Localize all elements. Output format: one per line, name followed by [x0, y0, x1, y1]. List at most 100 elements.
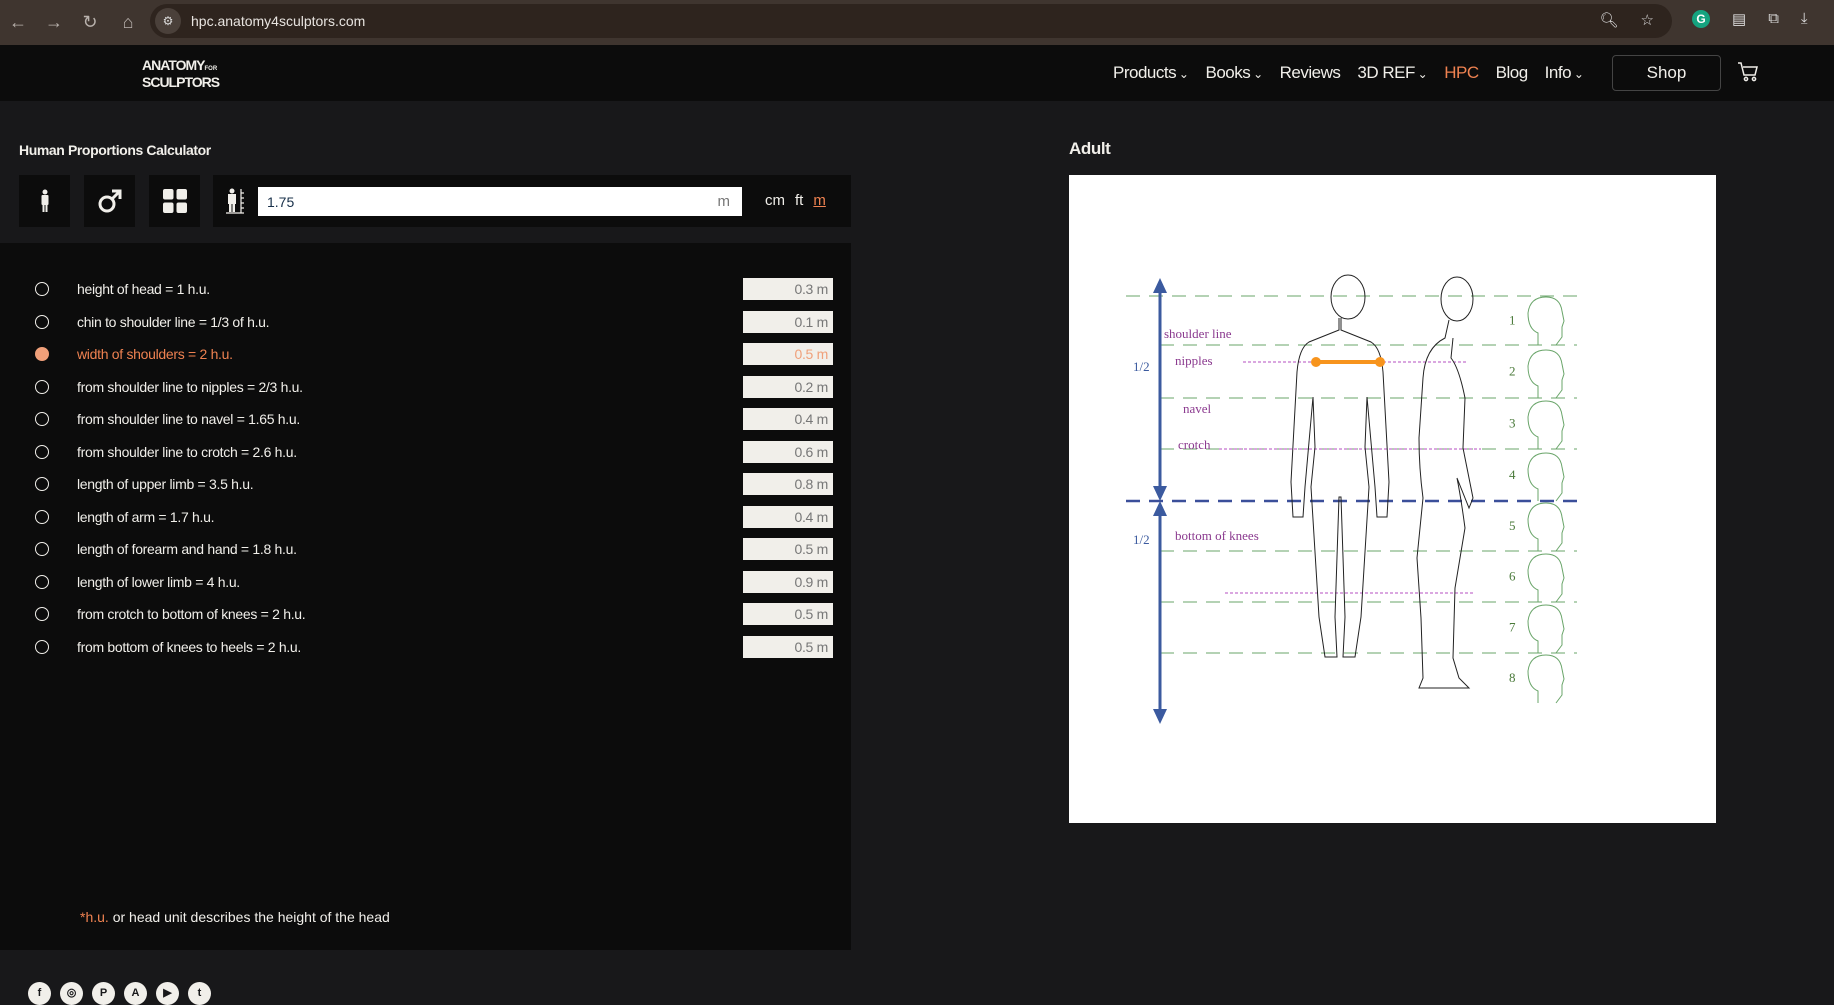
extension-icon[interactable]: ▤: [1732, 11, 1747, 28]
male-icon: [98, 189, 121, 213]
nav-item-reviews[interactable]: Reviews: [1280, 63, 1341, 83]
cart-icon[interactable]: [1737, 61, 1759, 83]
height-input[interactable]: 1.75 m: [258, 187, 742, 216]
label-crotch: crotch: [1178, 437, 1211, 452]
proportion-radio[interactable]: [35, 574, 49, 589]
label-nipples: nipples: [1175, 353, 1213, 368]
chevron-down-icon: ⌄: [1250, 67, 1263, 81]
proportion-row[interactable]: from crotch to bottom of knees = 2 h.u. 0…: [0, 602, 851, 626]
proportion-label: width of shoulders = 2 h.u.: [77, 346, 233, 362]
side-figure: [1416, 276, 1474, 689]
url-text[interactable]: hpc.anatomy4sculptors.com: [191, 13, 366, 29]
unit-ft[interactable]: ft: [795, 192, 804, 209]
proportion-radio[interactable]: [35, 639, 49, 654]
head-number: 1: [1509, 313, 1516, 328]
proportion-value: 0.9 m: [743, 570, 833, 593]
home-icon[interactable]: ⌂: [122, 12, 134, 32]
nav-item-hpc[interactable]: HPC: [1444, 63, 1479, 83]
proportion-row[interactable]: from shoulder line to navel = 1.65 h.u. 0…: [0, 407, 851, 431]
figure-title: Adult: [1069, 139, 1111, 158]
head-number: 3: [1509, 416, 1516, 431]
proportion-row[interactable]: width of shoulders = 2 h.u. 0.5 m: [0, 342, 851, 366]
bookmark-star-icon[interactable]: ☆: [1640, 12, 1654, 29]
forward-icon[interactable]: →: [45, 12, 63, 32]
proportion-row[interactable]: from bottom of knees to heels = 2 h.u. 0.…: [0, 635, 851, 659]
artstation-icon[interactable]: A: [124, 982, 147, 1005]
front-figure: [1290, 274, 1390, 658]
nav-item-3d-ref[interactable]: 3D REF ⌄: [1357, 63, 1427, 83]
proportion-value: 0.5 m: [743, 538, 833, 560]
address-bar[interactable]: ⚙ hpc.anatomy4sculptors.com 🔍︎ ☆: [150, 4, 1672, 38]
proportion-row[interactable]: from shoulder line to nipples = 2/3 h.u.…: [0, 375, 851, 399]
reload-icon[interactable]: ↻: [82, 12, 98, 32]
head-profile-icon: [1527, 604, 1565, 654]
back-icon[interactable]: ←: [9, 12, 27, 32]
height-ruler-icon: [226, 188, 244, 214]
proportion-label: from shoulder line to nipples = 2/3 h.u.: [77, 378, 303, 395]
twitter-icon[interactable]: t: [188, 982, 211, 1005]
nav-item-info[interactable]: Info ⌄: [1545, 63, 1584, 83]
facebook-icon[interactable]: f: [28, 982, 51, 1005]
proportion-radio[interactable]: [35, 412, 49, 426]
site-settings-icon[interactable]: ⚙: [155, 8, 181, 34]
proportion-row[interactable]: length of lower limb = 4 h.u. 0.9 m: [0, 570, 851, 594]
unit-m[interactable]: m: [813, 192, 826, 209]
proportion-row[interactable]: chin to shoulder line = 1/3 of h.u. 0.1 m: [0, 310, 851, 334]
figure-type-button[interactable]: [19, 175, 70, 227]
half-top-label: 1/2: [1133, 359, 1150, 374]
unit-cm[interactable]: cm: [765, 192, 785, 209]
nav-item-label: HPC: [1444, 63, 1479, 82]
head-number: 4: [1509, 467, 1516, 482]
youtube-icon[interactable]: ▶: [156, 982, 179, 1005]
proportion-radio[interactable]: [35, 509, 49, 524]
head-number: 6: [1509, 569, 1516, 584]
chevron-down-icon: ⌄: [1571, 67, 1584, 81]
landmark-lines: [1219, 361, 1481, 594]
proportion-radio[interactable]: [35, 282, 49, 296]
nav-item-products[interactable]: Products ⌄: [1113, 63, 1189, 83]
proportion-row[interactable]: height of head = 1 h.u. 0.3 m: [0, 277, 851, 301]
label-navel: navel: [1183, 401, 1212, 416]
proportion-radio[interactable]: [35, 314, 49, 329]
proportion-radio[interactable]: [35, 607, 49, 621]
proportion-radio[interactable]: [35, 542, 49, 556]
grammarly-icon[interactable]: G: [1692, 10, 1710, 28]
proportion-radio[interactable]: [35, 347, 49, 361]
proportion-label: chin to shoulder line = 1/3 of h.u.: [77, 313, 270, 330]
proportion-label: from crotch to bottom of knees = 2 h.u.: [77, 606, 306, 622]
proportion-row[interactable]: length of forearm and hand = 1.8 h.u. 0.5…: [0, 537, 851, 561]
gender-button[interactable]: [84, 175, 135, 227]
browser-toolbar: ← → ↻ ⚙ hpc.anatomy4sculptors.com 🔍︎ ☆ ⌂ …: [0, 0, 1834, 45]
proportion-radio[interactable]: [35, 444, 49, 459]
proportion-value: 0.8 m: [743, 473, 833, 495]
head-profile-icon: [1527, 553, 1565, 603]
proportion-value: 0.6 m: [743, 440, 833, 463]
nav-item-label: Products: [1113, 63, 1177, 82]
height-value[interactable]: 1.75: [267, 193, 295, 210]
site-logo[interactable]: ANATOMYFOR SCULPTORS: [142, 58, 220, 89]
nav-item-books[interactable]: Books ⌄: [1205, 63, 1263, 83]
extensions-puzzle-icon[interactable]: ⧉: [1768, 10, 1779, 27]
proportion-radio[interactable]: [35, 477, 49, 491]
shoulder-left-point: [1311, 357, 1321, 367]
zoom-icon[interactable]: 🔍︎: [1599, 12, 1619, 29]
proportion-row[interactable]: length of arm = 1.7 h.u. 0.4 m: [0, 505, 851, 529]
proportion-row[interactable]: from shoulder line to crotch = 2.6 h.u. 0…: [0, 440, 851, 464]
head-number: 7: [1509, 620, 1516, 635]
logo-for: FOR: [204, 66, 218, 72]
site-header: ANATOMYFOR SCULPTORS Products ⌄ Books ⌄ Rev…: [0, 45, 1834, 101]
shoulder-right-point: [1375, 357, 1385, 367]
pinterest-icon[interactable]: P: [92, 982, 115, 1005]
download-icon[interactable]: ⤓: [1800, 10, 1808, 27]
proportion-row[interactable]: length of upper limb = 3.5 h.u. 0.8 m: [0, 472, 851, 496]
proportion-radio[interactable]: [35, 379, 49, 394]
instagram-icon[interactable]: ◎: [60, 982, 83, 1005]
head-number: 8: [1509, 670, 1516, 685]
head-profile-icon: [1527, 349, 1565, 399]
view-grid-button[interactable]: [149, 175, 200, 227]
proportion-label: from bottom of knees to heels = 2 h.u.: [77, 638, 302, 655]
main-menu: Products ⌄ Books ⌄ Reviews 3D REF ⌄ HPC Blog I…: [1113, 45, 1584, 101]
shop-button[interactable]: Shop: [1612, 55, 1721, 91]
nav-item-blog[interactable]: Blog: [1496, 63, 1529, 83]
head-profile-icon: [1527, 502, 1565, 552]
